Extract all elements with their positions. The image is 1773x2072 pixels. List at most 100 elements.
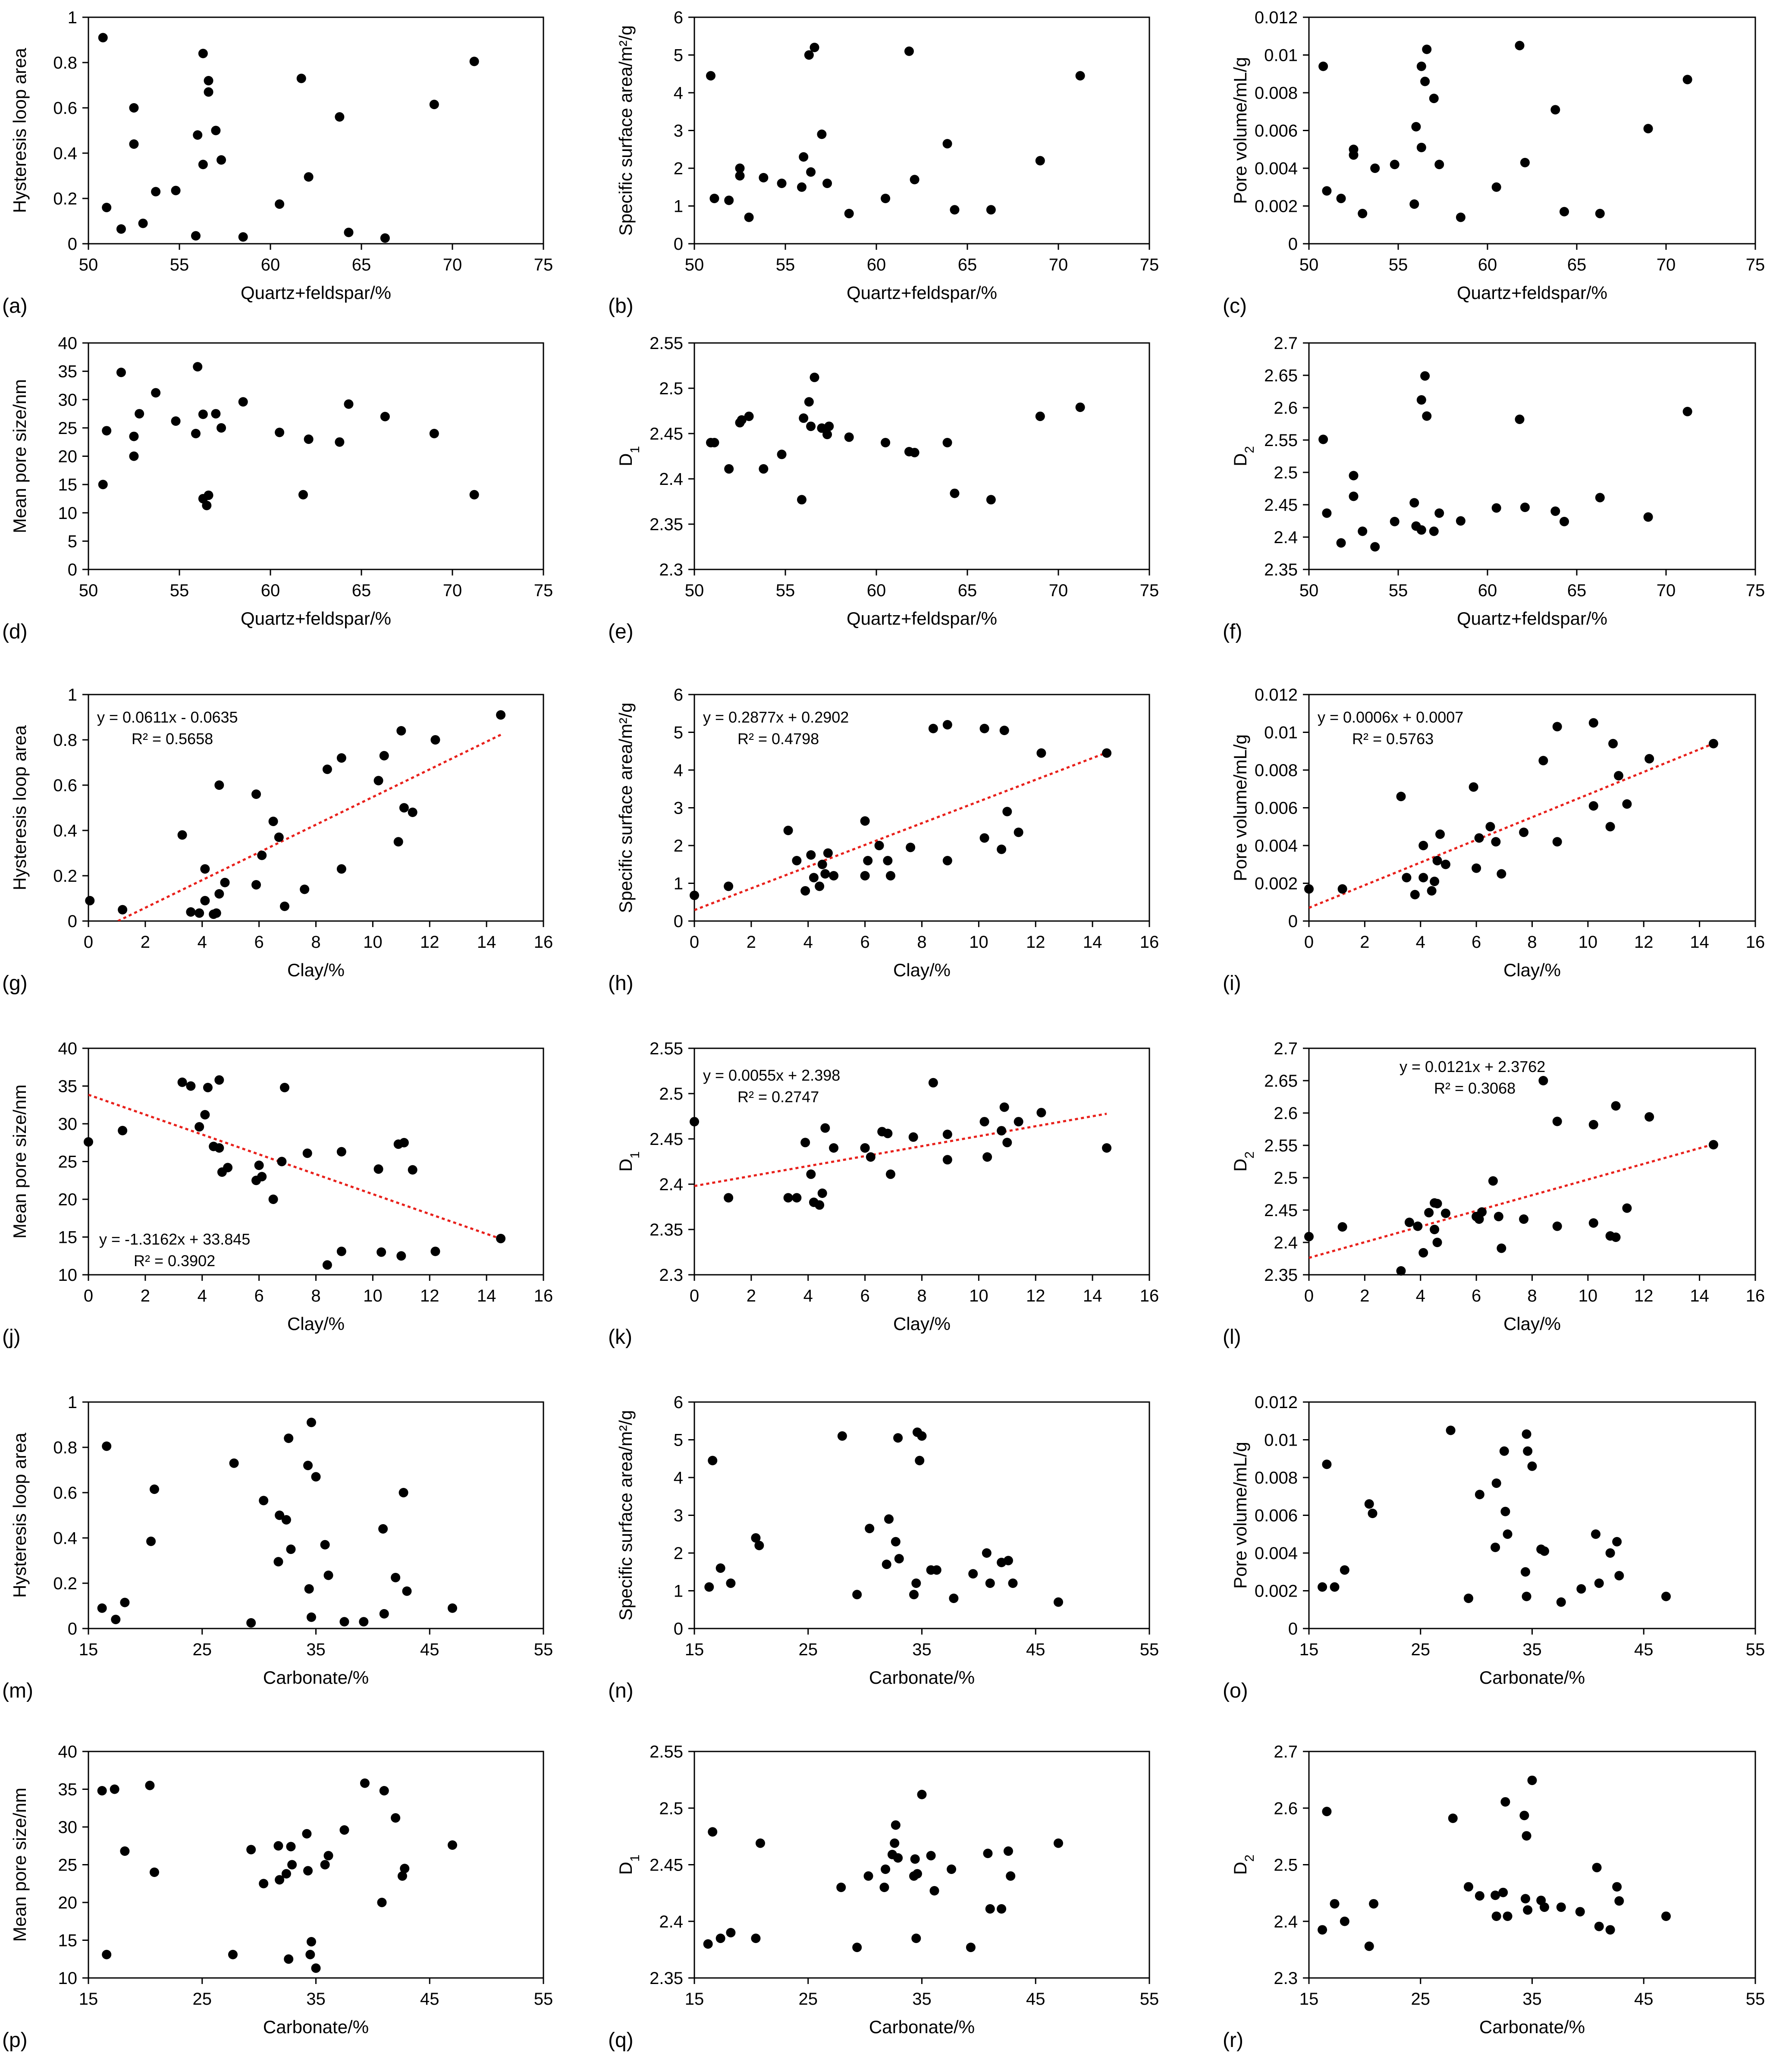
x-axis-title: Quartz+feldspar/%	[847, 608, 997, 629]
y-axis-title: D1	[615, 1151, 642, 1172]
y-axis-title: Mean pore size/nm	[9, 1085, 30, 1239]
y-tick-label: 6	[674, 1393, 683, 1412]
data-point	[1552, 1221, 1562, 1231]
y-tick-label: 4	[674, 1468, 683, 1487]
x-axis-title: Carbonate/%	[869, 1667, 975, 1688]
data-point	[997, 844, 1007, 854]
data-point	[1520, 1567, 1530, 1577]
data-point	[311, 1472, 321, 1482]
x-tick-label: 2	[1360, 1286, 1369, 1305]
regression-equation: y = 0.0611x - 0.0635	[97, 708, 238, 726]
data-point	[1661, 1591, 1671, 1601]
data-point	[102, 426, 112, 436]
y-tick-label: 40	[58, 334, 78, 353]
data-point	[281, 1515, 291, 1525]
y-tick-label: 35	[58, 1780, 78, 1799]
data-point	[926, 1851, 936, 1861]
data-point	[379, 1609, 389, 1619]
y-tick-label: 0.004	[1255, 836, 1298, 855]
x-tick-label: 0	[690, 1286, 699, 1305]
data-point	[344, 227, 354, 237]
y-tick-label: 5	[674, 1431, 683, 1450]
data-point	[968, 1569, 978, 1579]
data-point	[1491, 1478, 1501, 1488]
data-point	[1464, 1882, 1474, 1892]
data-point	[1416, 395, 1426, 405]
data-point	[1708, 739, 1718, 748]
data-point	[200, 1110, 210, 1119]
data-point	[1420, 76, 1430, 86]
data-point	[306, 1937, 316, 1946]
data-point	[950, 488, 960, 498]
data-point	[809, 873, 819, 883]
data-point	[251, 880, 261, 890]
x-tick-label: 8	[311, 933, 320, 952]
y-tick-label: 0.2	[53, 189, 77, 208]
regression-equation: y = -1.3162x + 33.845	[99, 1230, 250, 1248]
data-point	[1708, 1140, 1718, 1150]
y-tick-label: 40	[58, 1742, 78, 1761]
y-tick-label: 0.4	[53, 1529, 77, 1548]
y-tick-label: 3	[674, 799, 683, 818]
trendline	[1309, 1143, 1714, 1259]
data-point	[320, 1540, 330, 1550]
data-point	[1520, 503, 1530, 512]
y-tick-label: 30	[58, 1115, 78, 1134]
x-tick-label: 6	[1472, 933, 1481, 952]
data-point	[323, 1570, 333, 1580]
y-tick-label: 1	[68, 685, 77, 704]
x-tick-label: 14	[1690, 933, 1709, 952]
data-point	[817, 423, 827, 433]
y-tick-label: 2.35	[650, 515, 683, 534]
x-tick-label: 2	[1360, 933, 1369, 952]
regression-equation: y = 0.0121x + 2.3762	[1400, 1058, 1545, 1075]
y-tick-label: 0.6	[53, 99, 77, 118]
data-point	[228, 1949, 238, 1959]
data-point	[904, 46, 914, 56]
data-point	[1500, 1797, 1510, 1807]
y-tick-label: 0.012	[1255, 8, 1298, 27]
x-tick-label: 6	[254, 933, 264, 952]
y-axis-title: D2	[1230, 1855, 1257, 1875]
plot-frame	[1308, 16, 1756, 245]
x-tick-label: 75	[1140, 255, 1159, 274]
data-point	[1538, 1076, 1548, 1085]
data-point	[881, 438, 891, 447]
y-axis-title-subscript: 1	[628, 1855, 642, 1862]
x-tick-label: 14	[1083, 1286, 1102, 1305]
data-point	[1435, 829, 1445, 839]
data-point	[1538, 756, 1548, 766]
data-point	[1002, 807, 1012, 817]
data-point	[708, 1456, 718, 1465]
data-point	[1682, 75, 1692, 85]
data-point	[1464, 1594, 1474, 1603]
x-axis-title: Quartz+feldspar/%	[241, 608, 391, 629]
y-axis-title: Mean pore size/nm	[9, 1788, 30, 1942]
data-point	[1523, 1446, 1533, 1456]
data-point	[1611, 1101, 1621, 1111]
y-tick-label: 0.8	[53, 731, 77, 750]
x-tick-label: 15	[79, 1990, 98, 2009]
x-tick-label: 15	[1299, 1990, 1319, 2009]
data-point	[1014, 1117, 1023, 1127]
y-tick-label: 1	[68, 8, 77, 27]
data-point	[322, 1260, 332, 1270]
data-point	[149, 1868, 159, 1877]
x-tick-label: 25	[1411, 1990, 1431, 2009]
y-tick-label: 1	[68, 1393, 77, 1412]
data-point	[302, 1148, 312, 1158]
data-point	[932, 1565, 941, 1575]
data-point	[1054, 1838, 1063, 1848]
x-tick-label: 2	[747, 933, 756, 952]
regression-equation: y = 0.0006x + 0.0007	[1318, 708, 1463, 726]
x-tick-label: 16	[534, 933, 553, 952]
x-axis-title: Clay/%	[1503, 1314, 1561, 1334]
data-point	[982, 1152, 992, 1162]
x-tick-label: 55	[1746, 1640, 1765, 1659]
data-point	[1410, 890, 1420, 899]
data-point	[1440, 859, 1450, 869]
data-point	[1595, 209, 1605, 218]
data-point	[380, 412, 390, 421]
data-point	[1519, 1811, 1529, 1820]
x-tick-label: 16	[1140, 933, 1159, 952]
